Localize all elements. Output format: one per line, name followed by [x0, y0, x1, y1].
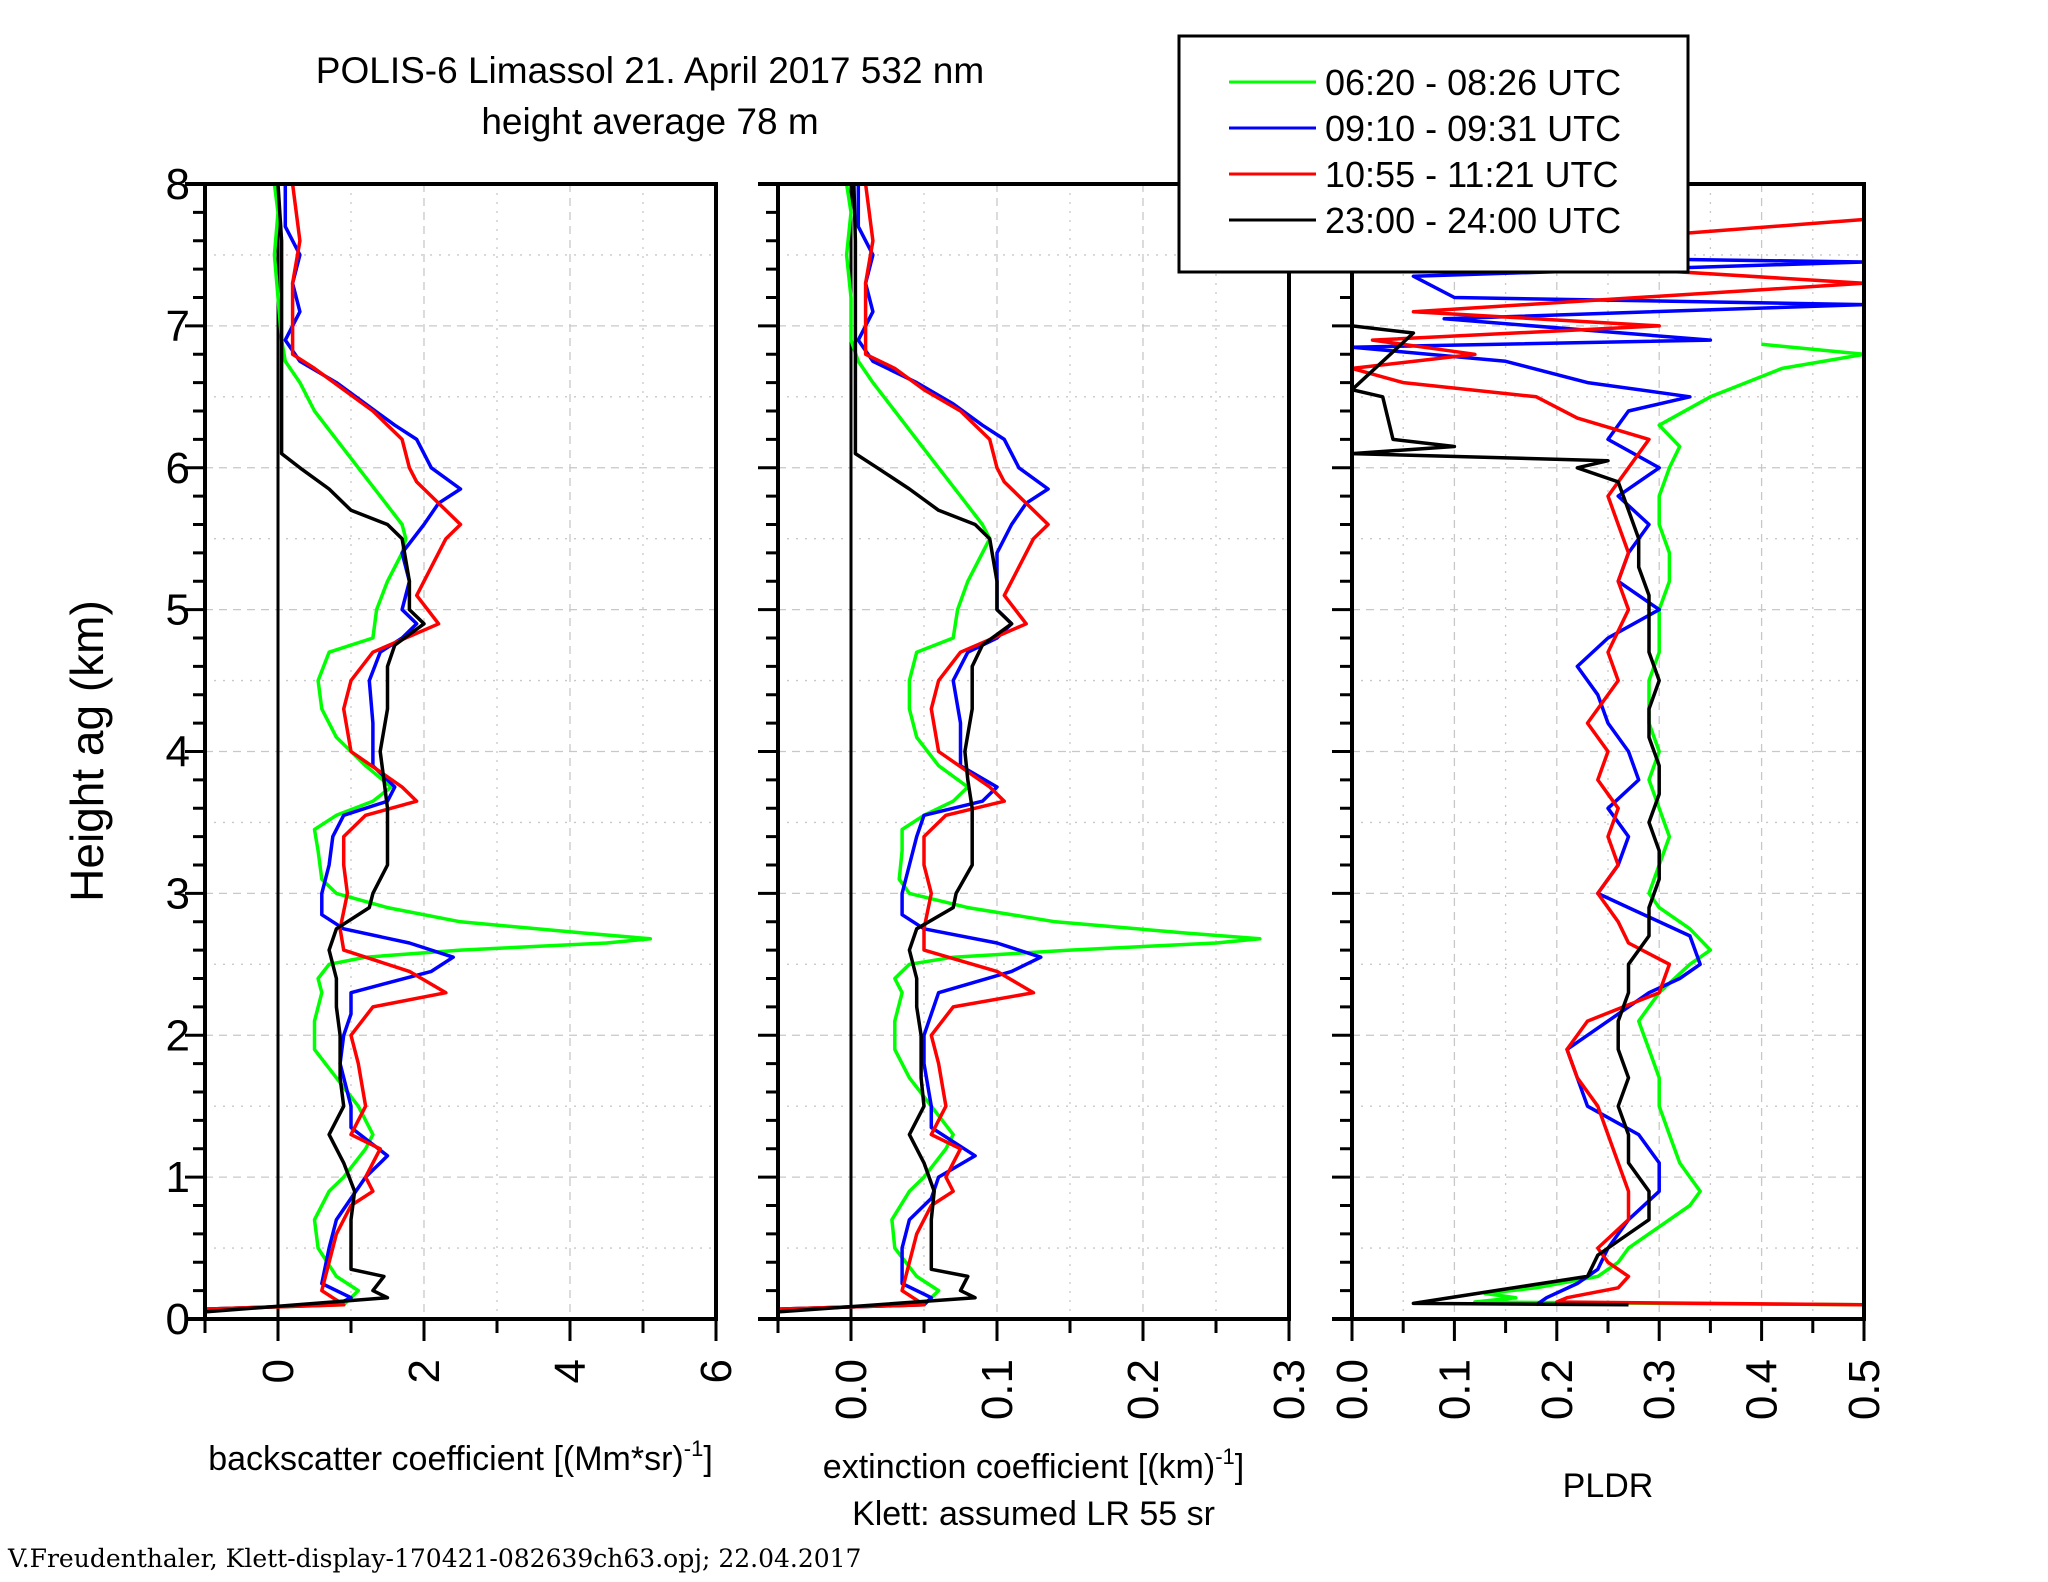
panel-pldr: 0.0 0.1 0.2 0.3 0.4 0.5 PLDR: [1328, 182, 1889, 1505]
x-axis-sublabel: Klett: assumed LR 55 sr: [852, 1495, 1215, 1533]
series-line-pldr-0: [1473, 342, 1864, 1307]
legend-label-0: 06:20 - 08:26 UTC: [1325, 62, 1621, 103]
panel-backscatter: 0 2 4 6 backscatter coefficient [(Mm*sr)-1]: [185, 182, 741, 1478]
series-line-pldr-3: [1352, 324, 1661, 1307]
series-line-backscatter-2: [205, 184, 463, 1311]
chart-subtitle: height average 78 m: [481, 101, 818, 142]
x-axis-label-end: ]: [703, 1440, 712, 1478]
x-tick-label: 0.2: [1119, 1359, 1168, 1420]
x-axis-label: backscatter coefficient [(Mm*sr)-1]: [208, 1436, 713, 1478]
series-line-backscatter-0: [205, 184, 653, 1311]
x-tick-label: 0.5: [1840, 1359, 1889, 1420]
x-axis-label-main: extinction coefficient [(km): [823, 1448, 1215, 1486]
series-line-extinction-3: [778, 184, 1014, 1314]
legend: 06:20 - 08:26 UTC 09:10 - 09:31 UTC 10:5…: [1177, 34, 1690, 274]
x-tick-label: 0.0: [1328, 1359, 1377, 1420]
legend-label-2: 10:55 - 11:21 UTC: [1325, 154, 1618, 195]
series-group: [778, 184, 1262, 1314]
chart-title: POLIS-6 Limassol 21. April 2017 532 nm: [316, 50, 984, 91]
series-group: [205, 184, 653, 1314]
x-tick-label: 0.1: [1430, 1359, 1479, 1420]
series-group: [1352, 217, 1864, 1307]
x-tick-label: 0.3: [1635, 1359, 1684, 1420]
x-tick-label: 6: [692, 1359, 741, 1383]
series-line-pldr-2: [1352, 217, 1864, 1307]
x-tick-label: 0.3: [1265, 1359, 1314, 1420]
series-line-backscatter-3: [205, 184, 426, 1314]
x-tick-label: 0.4: [1738, 1359, 1787, 1420]
y-axis-label: Height ag (km): [61, 600, 113, 902]
x-axis-label-sup: -1: [684, 1436, 704, 1461]
legend-box: [1177, 34, 1690, 274]
x-axis-label-sup: -1: [1215, 1444, 1235, 1469]
x-axis-label-main: backscatter coefficient [(Mm*sr): [208, 1440, 684, 1478]
x-tick-label: 4: [546, 1359, 595, 1383]
x-axis-label: PLDR: [1563, 1467, 1654, 1505]
x-tick-label: 0.1: [973, 1359, 1022, 1420]
x-axis-label: extinction coefficient [(km)-1]: [823, 1444, 1244, 1486]
series-line-extinction-2: [778, 184, 1050, 1311]
x-axis-label-main: PLDR: [1563, 1467, 1654, 1505]
x-axis-label-end: ]: [1235, 1448, 1244, 1486]
x-tick-label: 2: [400, 1359, 449, 1383]
x-tick-label: 0: [254, 1359, 303, 1383]
x-tick-label: 0.0: [827, 1359, 876, 1420]
footer-credit: V.Freudenthaler, Klett-display-170421-08…: [7, 1544, 861, 1573]
legend-label-1: 09:10 - 09:31 UTC: [1325, 108, 1621, 149]
x-tick-label: 0.2: [1533, 1359, 1582, 1420]
legend-label-3: 23:00 - 24:00 UTC: [1325, 200, 1621, 241]
panel-extinction: 0.0 0.1 0.2 0.3 extinction coefficient [(km)…: [758, 182, 1314, 1533]
